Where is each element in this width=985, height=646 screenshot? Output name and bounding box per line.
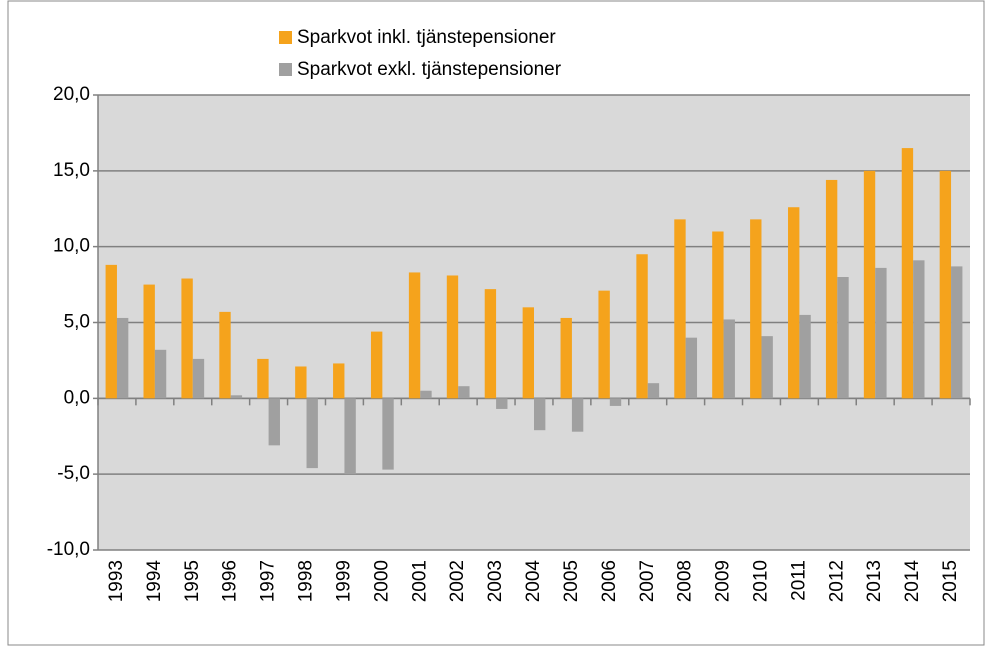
bar [295, 366, 307, 399]
bar [951, 266, 963, 399]
bar [306, 398, 318, 469]
x-tick-label: 2011 [788, 560, 809, 601]
x-tick-label: 1998 [296, 560, 317, 602]
bar [788, 207, 800, 399]
bar [939, 170, 952, 399]
y-tick-label: 5,0 [64, 312, 90, 333]
x-tick-label: 2004 [523, 560, 544, 603]
bar [257, 358, 269, 399]
bar [761, 336, 773, 399]
bar [408, 272, 421, 399]
y-tick-label: 0,0 [64, 387, 90, 408]
bar [344, 398, 356, 475]
bar [268, 398, 280, 446]
x-tick-label: 2013 [864, 560, 885, 602]
bar [458, 386, 470, 399]
x-tick-label: 2006 [599, 560, 620, 602]
x-tick-label: 2012 [826, 560, 847, 602]
x-tick-label: 2010 [750, 560, 771, 602]
bar [901, 148, 914, 399]
bar [484, 289, 497, 399]
bar [333, 363, 345, 399]
bar [219, 311, 231, 399]
bar [143, 284, 155, 399]
y-tick-label: 15,0 [53, 160, 90, 181]
x-tick-label: 2009 [713, 560, 734, 602]
bar [230, 395, 243, 399]
bar [420, 390, 432, 399]
bar [496, 398, 508, 409]
x-tick-label: 2008 [675, 560, 696, 602]
x-tick-label: 1996 [220, 560, 241, 602]
x-tick-label: 2014 [902, 560, 923, 603]
x-tick-label: 1994 [144, 560, 165, 603]
bar [799, 314, 811, 399]
legend-swatch [279, 63, 292, 76]
bar [522, 307, 534, 399]
legend-label: Sparkvot exkl. tjänstepensioner [297, 59, 562, 80]
bar [154, 349, 167, 399]
bar [723, 319, 735, 399]
x-tick-label: 2001 [409, 560, 430, 602]
x-tick-label: 2005 [561, 560, 582, 602]
bar [837, 277, 849, 399]
bar [647, 383, 660, 399]
legend-swatch [279, 31, 292, 44]
bar [609, 398, 622, 406]
bar [192, 358, 205, 399]
bar [712, 231, 724, 399]
bar [825, 179, 838, 399]
x-tick-label: 1995 [182, 560, 203, 602]
x-tick-label: 2002 [447, 560, 468, 602]
x-tick-label: 2000 [371, 560, 392, 602]
bar [636, 254, 648, 399]
bar [913, 260, 925, 399]
bar [598, 290, 610, 399]
x-tick-label: 2007 [637, 560, 658, 602]
bar [875, 267, 887, 399]
y-tick-label: 20,0 [53, 84, 90, 105]
y-tick-label: 10,0 [53, 236, 90, 257]
bar [571, 398, 584, 432]
bar [534, 398, 546, 431]
bar [105, 264, 117, 399]
bar [446, 275, 459, 399]
legend-label: Sparkvot inkl. tjänstepensioner [297, 27, 556, 48]
bar [560, 317, 572, 399]
x-tick-label: 1999 [333, 560, 354, 602]
x-tick-label: 1993 [106, 560, 127, 602]
x-tick-label: 1997 [258, 560, 279, 602]
bar [370, 331, 383, 399]
bar [116, 317, 129, 399]
bar [181, 278, 193, 399]
y-tick-label: -5,0 [57, 463, 90, 484]
y-tick-label: -10,0 [47, 539, 90, 560]
bar [863, 170, 876, 399]
bar [674, 219, 686, 399]
bar [685, 337, 698, 399]
x-tick-label: 2003 [485, 560, 506, 602]
x-tick-label: 2015 [940, 560, 961, 602]
bar [750, 219, 762, 399]
bar [382, 398, 394, 470]
